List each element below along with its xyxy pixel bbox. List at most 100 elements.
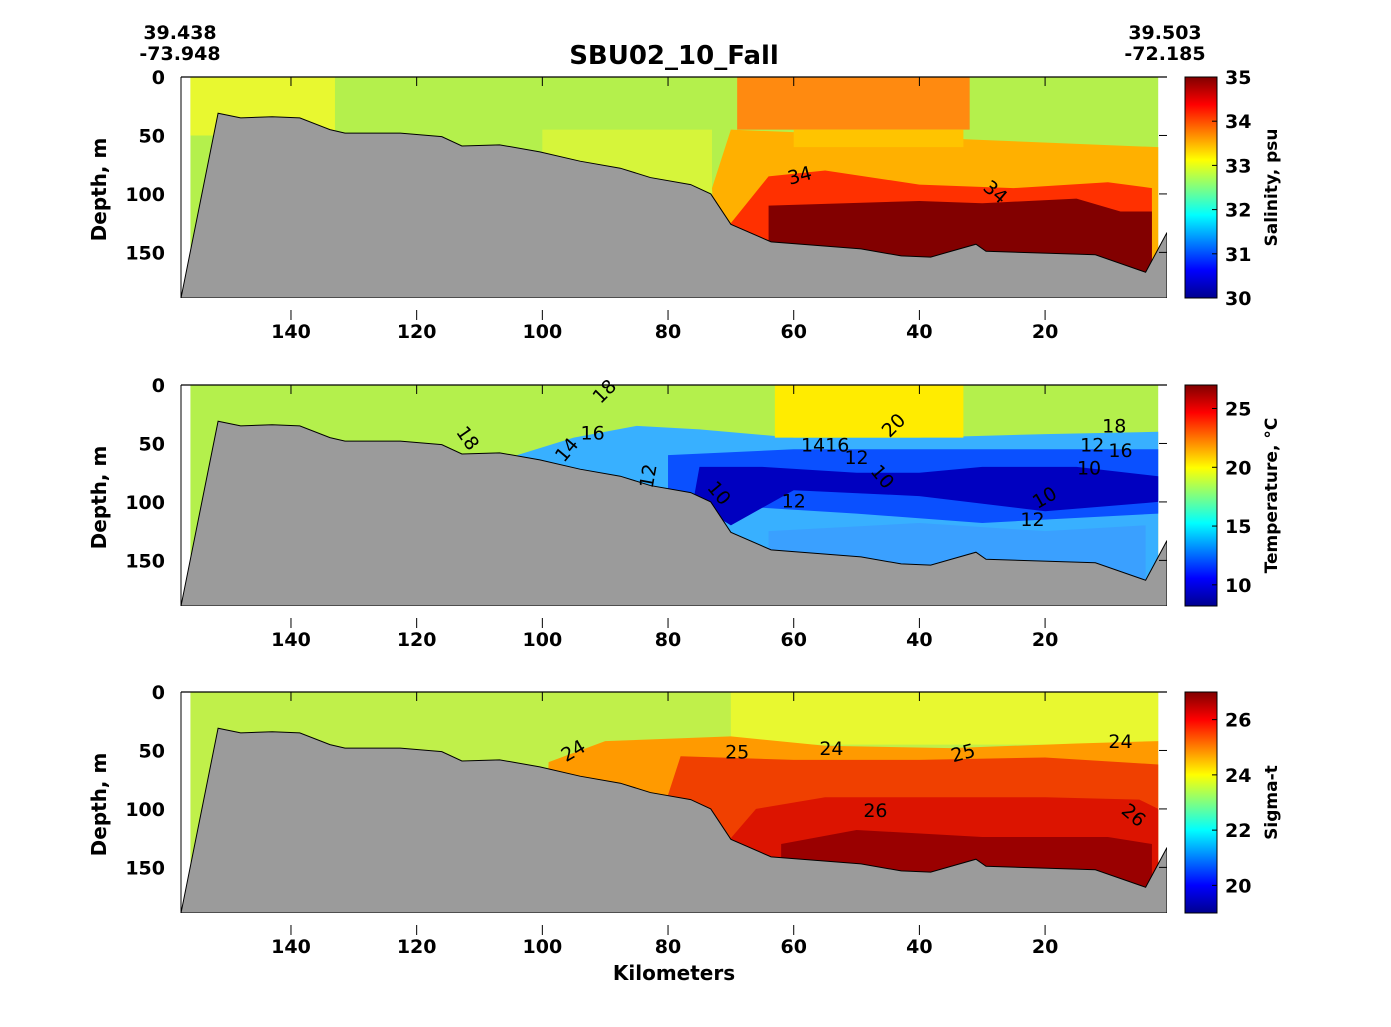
colorbar-tick-label: 15 xyxy=(1225,516,1251,538)
field-region xyxy=(793,129,964,148)
colorbar-tick-label: 26 xyxy=(1225,710,1251,732)
contour-label-group: 25 xyxy=(725,741,749,763)
y-tick-label: 100 xyxy=(125,799,165,821)
end-latitude: 39.503 xyxy=(1128,22,1202,44)
contour-label-group: 12 xyxy=(782,490,806,512)
contour-label: 16 xyxy=(581,423,605,445)
field-sigma-t xyxy=(181,692,1167,913)
chart-title: SBU02_10_Fall xyxy=(569,41,779,71)
x-tick-label: 60 xyxy=(780,321,806,343)
field-region xyxy=(542,129,713,194)
x-tick-label: 100 xyxy=(523,936,563,958)
x-tick-label: 60 xyxy=(780,629,806,651)
start-coordinates: 39.438 -73.948 xyxy=(130,23,230,65)
colorbar-gradient xyxy=(1184,691,1218,914)
colorbar-tick-label: 31 xyxy=(1225,244,1251,266)
x-tick-label: 100 xyxy=(523,321,563,343)
contour-label: 12 xyxy=(636,462,662,490)
y-tick-label: 150 xyxy=(125,242,165,264)
colorbar-tick-label: 10 xyxy=(1225,575,1251,597)
contour-label-group: 24 xyxy=(1108,731,1132,753)
bathymetry xyxy=(181,727,1167,913)
y-tick-label: 0 xyxy=(152,375,165,397)
x-tick-label: 20 xyxy=(1032,936,1058,958)
y-tick-label: 100 xyxy=(125,184,165,206)
contour-label-group: 12 xyxy=(636,462,662,490)
bathymetry xyxy=(181,420,1167,606)
x-tick-label: 20 xyxy=(1032,321,1058,343)
contour-label: 24 xyxy=(1108,731,1132,753)
contour-label: 12 xyxy=(1080,434,1104,456)
contour-label-group: 1416 xyxy=(801,434,849,456)
y-axis-label: Depth, m xyxy=(87,753,111,857)
colorbar-label: Temperature, °C xyxy=(1262,418,1282,574)
x-tick-label: 40 xyxy=(906,936,932,958)
contour-label: 12 xyxy=(844,447,868,469)
contour-label-group: 16 xyxy=(1108,440,1132,462)
contour-label-group: 12 xyxy=(844,447,868,469)
y-tick-label: 50 xyxy=(139,125,165,147)
colorbar-tick-label: 25 xyxy=(1225,399,1251,421)
y-tick-label: 0 xyxy=(152,67,165,89)
contour-label-group: 16 xyxy=(581,423,605,445)
colorbar-label: Salinity, psu xyxy=(1262,129,1282,247)
contour-label-group: 18 xyxy=(1102,416,1126,438)
x-tick-label: 140 xyxy=(271,936,311,958)
y-axis-label: Depth, m xyxy=(87,446,111,550)
colorbar-tick-label: 33 xyxy=(1225,155,1251,177)
field-region xyxy=(774,385,964,438)
contour-label: 12 xyxy=(1020,509,1044,531)
y-tick-label: 0 xyxy=(152,682,165,704)
x-tick-label: 40 xyxy=(906,629,932,651)
contour-label-group: 26 xyxy=(863,800,887,822)
contour-label: 16 xyxy=(1108,440,1132,462)
y-axis-label: Depth, m xyxy=(87,138,111,242)
contour-label: 1416 xyxy=(801,434,849,456)
end-longitude: -72.185 xyxy=(1124,43,1206,65)
contour-label: 10 xyxy=(1077,458,1101,480)
colorbar-tick-label: 20 xyxy=(1225,875,1251,897)
contour-label: 24 xyxy=(819,738,843,760)
contour-label: 12 xyxy=(782,490,806,512)
x-axis-label: Kilometers xyxy=(613,961,735,985)
colorbar-sigma-t: 20 22 24 26 Sigma-t xyxy=(1184,691,1282,914)
bathymetry xyxy=(181,112,1167,298)
x-tick-label: 40 xyxy=(906,321,932,343)
x-tick-label: 80 xyxy=(655,321,681,343)
colorbar-tick-label: 22 xyxy=(1225,820,1251,842)
colorbar-tick-label: 34 xyxy=(1225,111,1251,133)
colorbar-tick-label: 20 xyxy=(1225,457,1251,479)
contour-label: 25 xyxy=(725,741,749,763)
field-salinity xyxy=(181,77,1167,298)
x-tick-label: 140 xyxy=(271,629,311,651)
contour-label-group: 24 xyxy=(819,738,843,760)
colorbar-tick-label: 35 xyxy=(1225,67,1251,89)
contour-label: 18 xyxy=(1102,416,1126,438)
y-tick-label: 150 xyxy=(125,550,165,572)
colorbar-gradient xyxy=(1184,384,1218,607)
field-region xyxy=(737,77,970,130)
x-tick-label: 80 xyxy=(655,936,681,958)
colorbar-salinity: 30 31 32 33 34 35 Salinity, psu xyxy=(1184,67,1282,310)
colorbar-tick-label: 30 xyxy=(1225,288,1251,310)
y-tick-label: 100 xyxy=(125,492,165,514)
contour-label-group: 12 xyxy=(1080,434,1104,456)
colorbar-temperature: 10 15 20 25 Temperature, °C xyxy=(1184,384,1282,607)
colorbar-tick-label: 32 xyxy=(1225,200,1251,222)
field-temperature xyxy=(181,385,1167,606)
x-tick-label: 140 xyxy=(271,321,311,343)
field-region xyxy=(693,466,1159,526)
y-tick-label: 150 xyxy=(125,857,165,879)
contour-label-group: 12 xyxy=(1020,509,1044,531)
y-tick-label: 50 xyxy=(139,433,165,455)
x-tick-label: 120 xyxy=(397,936,437,958)
x-tick-label: 60 xyxy=(780,936,806,958)
colorbar-label: Sigma-t xyxy=(1262,765,1282,840)
colorbar-tick-label: 24 xyxy=(1225,765,1251,787)
x-tick-label: 80 xyxy=(655,629,681,651)
x-tick-label: 120 xyxy=(397,629,437,651)
